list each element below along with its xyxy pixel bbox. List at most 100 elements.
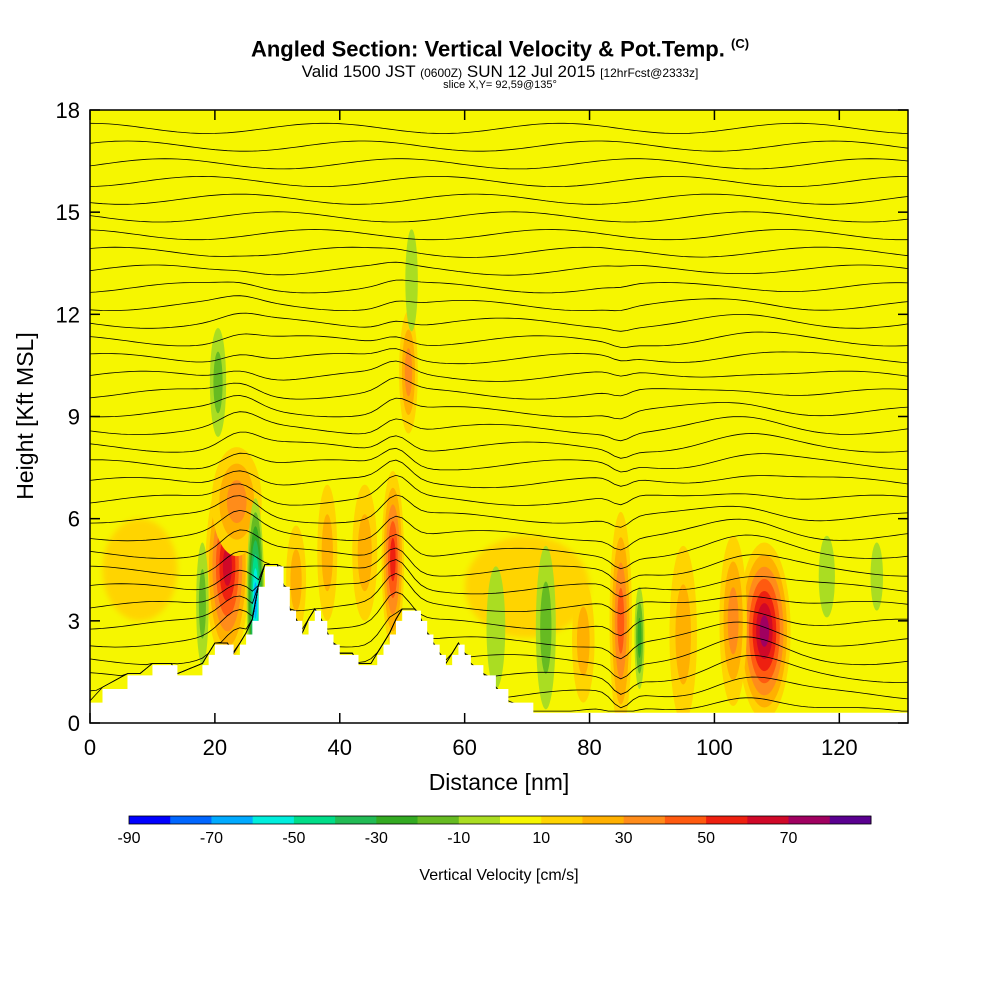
isentrope-line bbox=[90, 193, 908, 205]
isentrope-line bbox=[90, 261, 908, 276]
isentrope-line bbox=[90, 331, 908, 348]
colorbar-tick-label: -30 bbox=[365, 830, 388, 847]
downdraft-core-65nm bbox=[486, 566, 506, 689]
core-band bbox=[486, 566, 506, 689]
downdraft-core-126nm bbox=[870, 542, 884, 611]
isentrope-line bbox=[90, 564, 908, 637]
y-axis: 0 3 6 9 12 15 18 bbox=[56, 98, 908, 736]
x-axis: 0 20 40 60 80 100 120 bbox=[84, 110, 858, 760]
chart-title: Angled Section: Vertical Velocity & Pot.… bbox=[250, 36, 750, 62]
y-tick-label: 12 bbox=[56, 302, 80, 327]
isentrope-line bbox=[90, 559, 908, 598]
colorbar-bin bbox=[458, 816, 501, 824]
core-band bbox=[576, 606, 590, 676]
downdraft-aloft-20nm bbox=[209, 327, 227, 437]
title-mark: (C) bbox=[731, 36, 750, 51]
core-band bbox=[637, 617, 642, 658]
x-tick-label: 120 bbox=[821, 735, 858, 760]
isentrope-line bbox=[90, 295, 908, 312]
y-tick-label: 15 bbox=[56, 200, 80, 225]
downdraft-core-73nm bbox=[535, 545, 556, 710]
isentrope-line bbox=[90, 246, 908, 258]
colorbar-bin bbox=[170, 816, 212, 824]
isentrope-line bbox=[90, 431, 908, 459]
colorbar-tick-label: 10 bbox=[532, 830, 550, 847]
x-tick-label: 40 bbox=[328, 735, 352, 760]
x-tick-label: 0 bbox=[84, 735, 96, 760]
colorbar-bin bbox=[211, 816, 254, 824]
core-band bbox=[540, 581, 552, 674]
y-tick-label: 18 bbox=[56, 98, 80, 123]
downdraft-aloft-51nm bbox=[405, 229, 418, 332]
core-band bbox=[617, 587, 625, 654]
isentrope-line bbox=[90, 348, 908, 365]
downdraft-core-88nm bbox=[634, 586, 645, 689]
colorbar-bin bbox=[747, 816, 790, 824]
core-band bbox=[226, 480, 247, 524]
warm-patch bbox=[164, 110, 203, 383]
x-tick-label: 100 bbox=[696, 735, 733, 760]
isentrope-line bbox=[90, 140, 908, 152]
y-tick-label: 9 bbox=[68, 405, 80, 430]
isentrope-line bbox=[90, 564, 908, 680]
isentrope-line bbox=[90, 395, 908, 420]
isentrope-line bbox=[90, 494, 908, 528]
isentrope-line bbox=[90, 564, 908, 615]
core-band bbox=[222, 546, 232, 587]
colorbar-tick-label: -90 bbox=[117, 830, 140, 847]
isentrope-line bbox=[90, 459, 908, 489]
warm-patch bbox=[464, 535, 590, 638]
colorbar-bin bbox=[706, 816, 748, 824]
updraft-core-108nm bbox=[738, 542, 791, 720]
colorbar-label: Vertical Velocity [cm/s] bbox=[419, 867, 578, 884]
isentrope-line bbox=[90, 474, 908, 506]
isentrope-line bbox=[90, 175, 908, 187]
colorbar-bin bbox=[582, 816, 625, 824]
isentrope-line bbox=[90, 211, 908, 223]
y-tick-label: 0 bbox=[68, 711, 80, 736]
isentrope-line bbox=[90, 360, 908, 382]
colorbar-bin bbox=[623, 816, 666, 824]
isentrope-line bbox=[90, 447, 908, 473]
colorbar-tick-label: 70 bbox=[780, 830, 798, 847]
isentrope-line bbox=[90, 564, 908, 695]
core-band bbox=[759, 615, 770, 647]
isentrope-line bbox=[90, 158, 908, 170]
updraft-core-85nm bbox=[609, 511, 632, 723]
warm-patch bbox=[314, 110, 365, 247]
isentrope-line bbox=[90, 547, 908, 584]
core-band bbox=[357, 514, 372, 592]
y-tick-label: 6 bbox=[68, 507, 80, 532]
y-axis-label: Height [Kft MSL] bbox=[12, 332, 38, 499]
isentrope-line bbox=[90, 411, 908, 442]
isentrope-line bbox=[90, 377, 908, 400]
colorbar-bin bbox=[664, 816, 707, 824]
x-tick-label: 80 bbox=[577, 735, 601, 760]
updraft-aloft-50nm bbox=[399, 310, 418, 434]
colorbar-bin bbox=[417, 816, 460, 824]
warm-patch bbox=[90, 348, 165, 553]
core-band bbox=[290, 549, 302, 611]
updraft-core-79nm bbox=[572, 579, 595, 703]
colorbar-bin bbox=[541, 816, 583, 824]
warm-patch bbox=[246, 246, 284, 383]
colorbar: -90 -70 -50 -30 -10 10 30 50 70 bbox=[117, 815, 872, 847]
updraft-core-48nm bbox=[381, 470, 405, 649]
warm-patch bbox=[102, 518, 178, 621]
core-band bbox=[404, 348, 413, 397]
isentrope-line bbox=[90, 229, 908, 241]
core-band bbox=[213, 351, 223, 414]
slice-label: slice X,Y= 92,59@135° bbox=[443, 79, 557, 91]
updraft-upper-20nm bbox=[211, 447, 262, 557]
colorbar-bin bbox=[293, 816, 336, 824]
warm-patch bbox=[633, 365, 734, 468]
x-axis-label: Distance [nm] bbox=[429, 769, 570, 795]
updraft-core-38nm bbox=[317, 484, 338, 621]
isentrope-line bbox=[90, 279, 908, 294]
isentrope-line bbox=[90, 529, 908, 570]
x-tick-label: 60 bbox=[452, 735, 476, 760]
updraft-core-33nm bbox=[286, 525, 307, 635]
colorbar-bin bbox=[788, 816, 831, 824]
chart-subtitle: Valid 1500 JST (0600Z) SUN 12 Jul 2015 [… bbox=[301, 62, 699, 81]
